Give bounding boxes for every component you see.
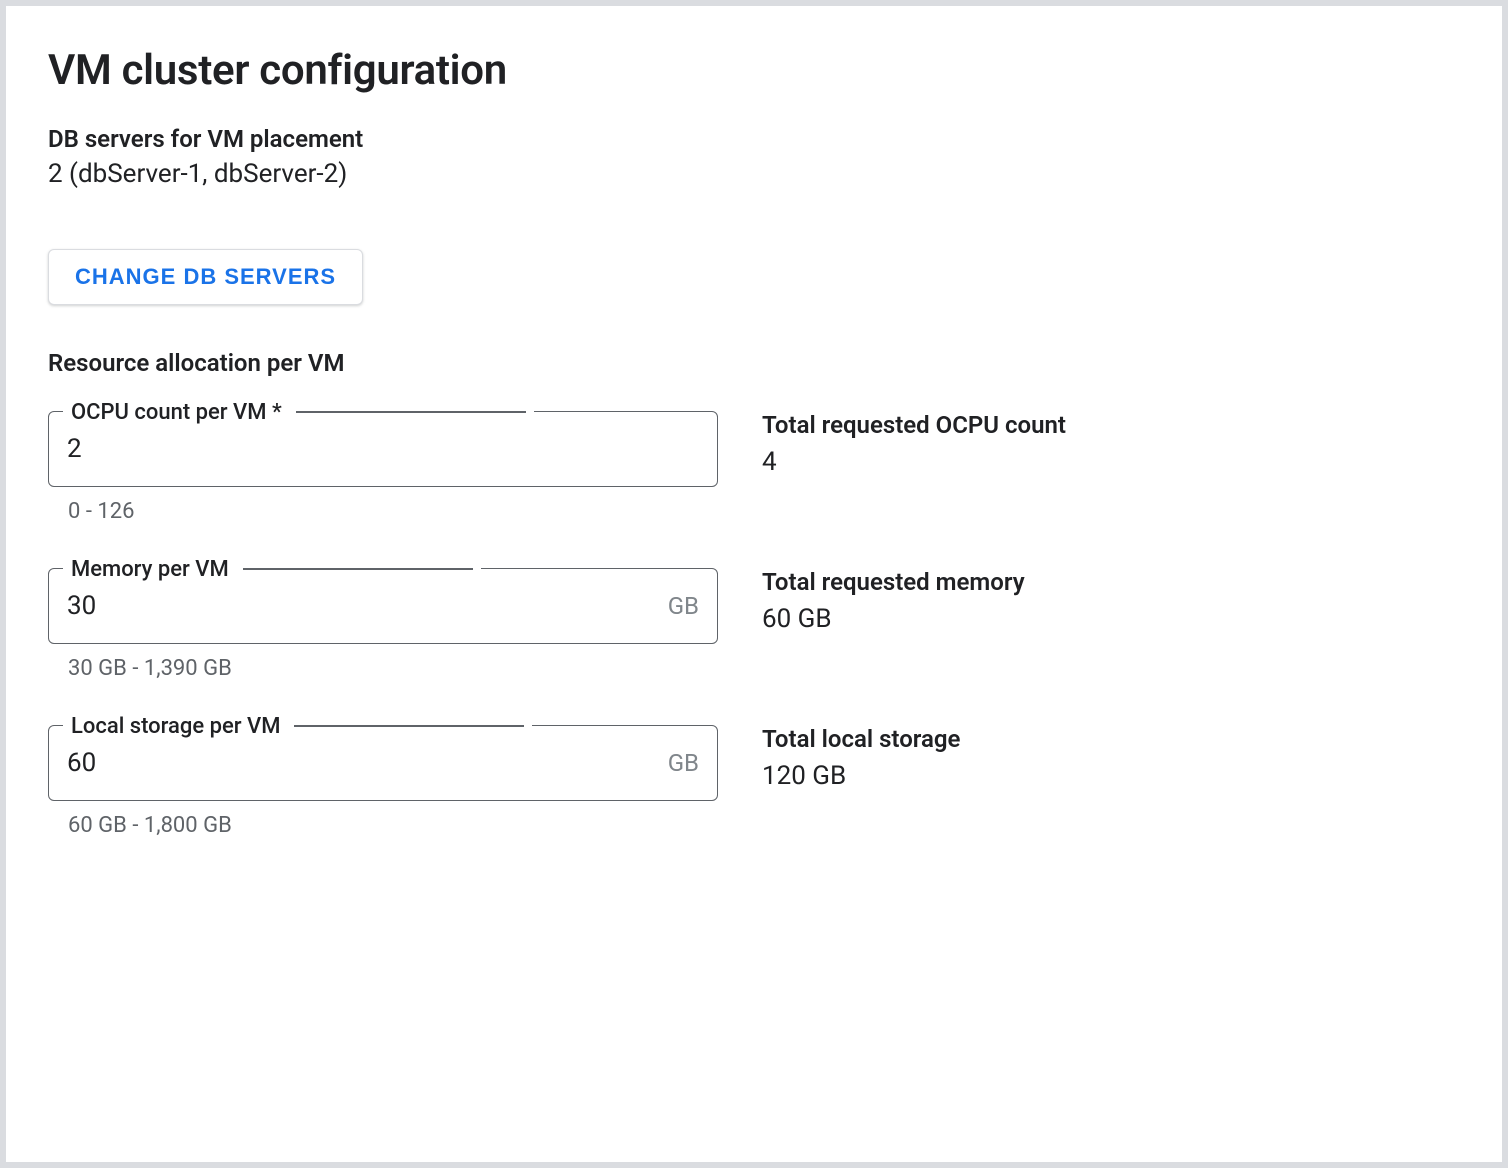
storage-total-label: Total local storage (762, 725, 960, 753)
ocpu-field-label-text: OCPU count per VM * (71, 400, 282, 425)
storage-field-label-text: Local storage per VM (71, 714, 280, 739)
memory-input[interactable] (67, 591, 656, 621)
ocpu-helper: 0 - 126 (68, 499, 718, 524)
memory-row: Memory per VM GB 30 GB - 1,390 GB Total … (48, 568, 1460, 681)
page-title: VM cluster configuration (48, 46, 1460, 95)
storage-input[interactable] (67, 748, 656, 778)
config-panel: VM cluster configuration DB servers for … (6, 6, 1502, 1162)
storage-suffix: GB (656, 749, 699, 777)
storage-field-label: Local storage per VM (63, 712, 532, 740)
ocpu-row: OCPU count per VM * 0 - 126 Total reques… (48, 411, 1460, 524)
resource-allocation-heading: Resource allocation per VM (48, 349, 1460, 377)
memory-total-label: Total requested memory (762, 568, 1025, 596)
storage-field: Local storage per VM GB (48, 725, 718, 801)
change-db-servers-button[interactable]: CHANGE DB SERVERS (48, 249, 363, 305)
field-notch-line (294, 725, 524, 727)
ocpu-field: OCPU count per VM * (48, 411, 718, 487)
ocpu-input[interactable] (67, 434, 699, 464)
memory-field: Memory per VM GB (48, 568, 718, 644)
storage-helper: 60 GB - 1,800 GB (68, 813, 718, 838)
memory-total-value: 60 GB (762, 604, 1025, 634)
memory-field-label-text: Memory per VM (71, 557, 229, 582)
memory-field-label: Memory per VM (63, 555, 481, 583)
ocpu-field-label: OCPU count per VM * (63, 398, 534, 426)
memory-suffix: GB (656, 592, 699, 620)
db-placement-label: DB servers for VM placement (48, 125, 1460, 153)
storage-total-value: 120 GB (762, 761, 960, 791)
db-placement-value: 2 (dbServer-1, dbServer-2) (48, 159, 1460, 189)
ocpu-total-label: Total requested OCPU count (762, 411, 1066, 439)
memory-helper: 30 GB - 1,390 GB (68, 656, 718, 681)
field-notch-line (243, 568, 473, 570)
ocpu-total-value: 4 (762, 447, 1066, 477)
field-notch-line (296, 411, 526, 413)
storage-row: Local storage per VM GB 60 GB - 1,800 GB… (48, 725, 1460, 838)
